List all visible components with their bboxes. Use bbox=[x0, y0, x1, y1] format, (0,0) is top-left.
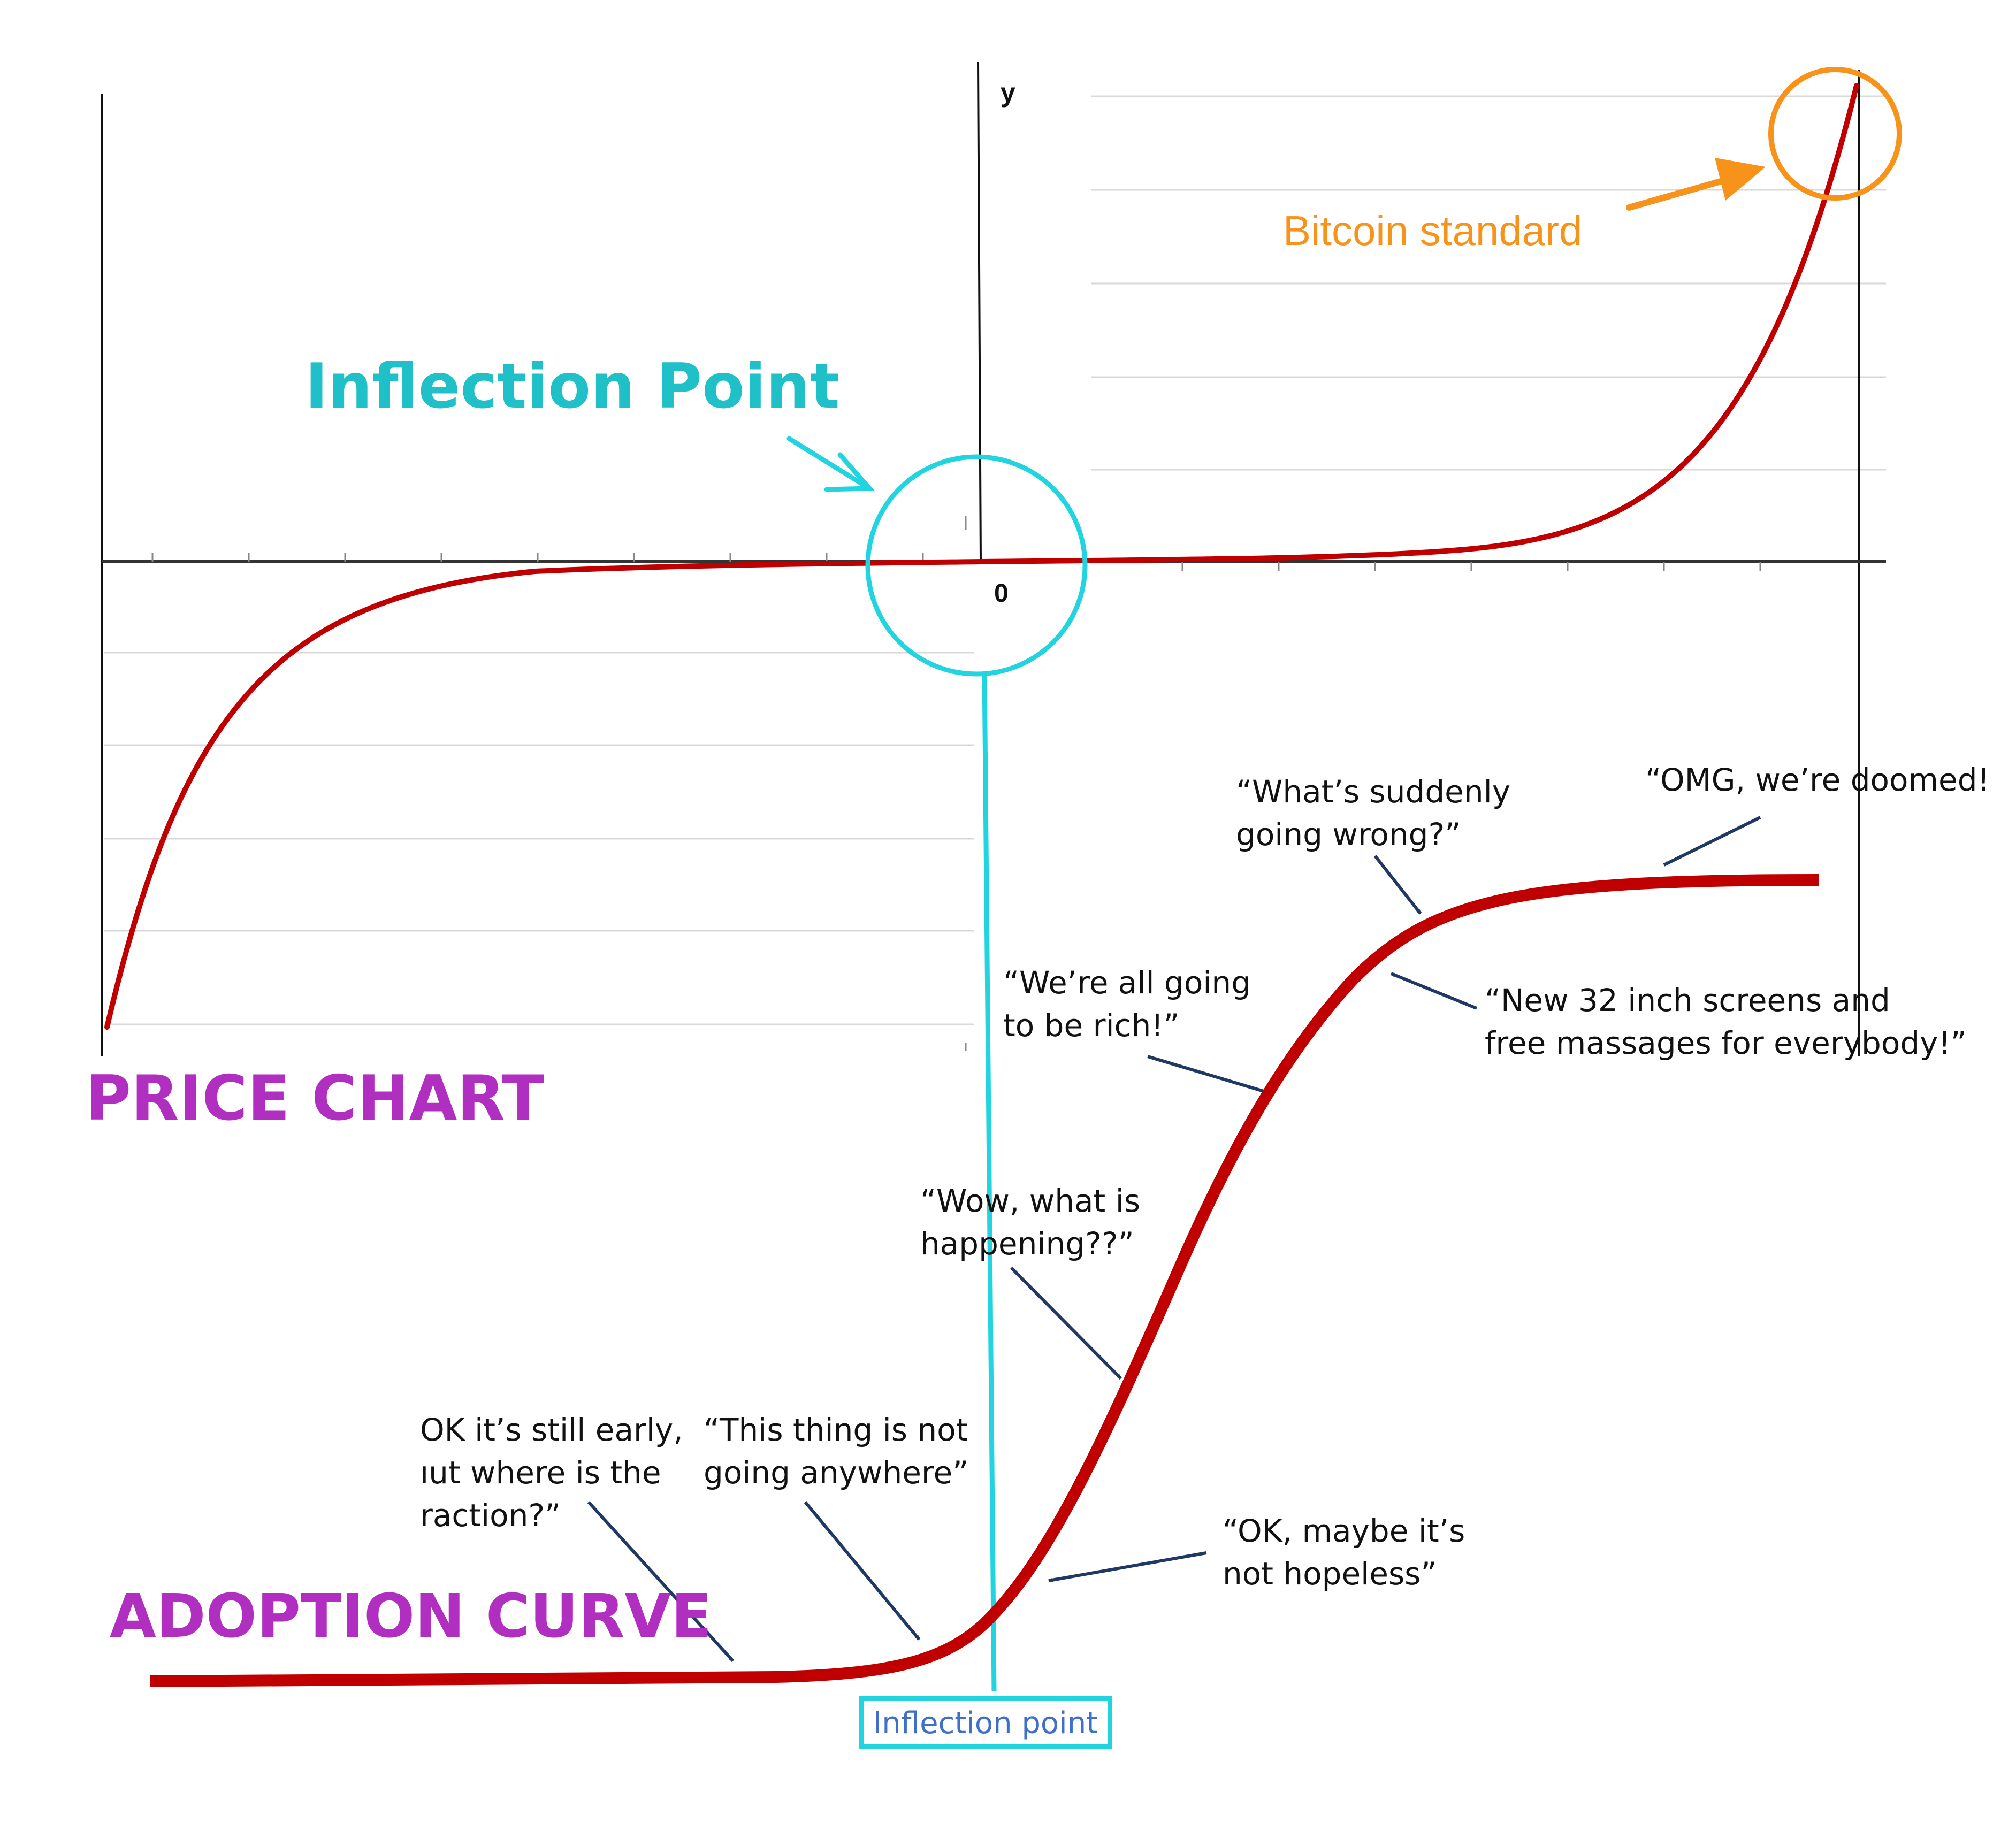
bitcoin-standard-circle bbox=[1768, 67, 1902, 201]
inflection-connector-line bbox=[982, 672, 997, 1692]
price-chart-title: PRICE CHART bbox=[86, 1062, 544, 1135]
inflection-point-box-label: Inflection point bbox=[873, 1706, 1098, 1741]
adoption-s-curve bbox=[149, 874, 1820, 1687]
arrow-suddenly-going-wrong bbox=[1373, 855, 1422, 915]
arrow-omg-doomed bbox=[1663, 816, 1761, 867]
arrow-new-screens-massages bbox=[1390, 972, 1478, 1010]
quote-not-going-anywhere: “This thing is not going anywhere” bbox=[704, 1412, 978, 1491]
arrow-still-early bbox=[587, 1500, 735, 1663]
arrow-not-going-anywhere bbox=[804, 1501, 921, 1641]
quote-arrows bbox=[587, 816, 1761, 1663]
arrow-maybe-not-hopeless bbox=[1048, 1551, 1207, 1582]
adoption-curve-diagram: OK it’s still early, ıut where is the ra… bbox=[149, 762, 1990, 1749]
quote-all-going-to-be-rich: “We’re all going to be rich!” bbox=[1003, 964, 1261, 1044]
bitcoin-standard-arrow bbox=[1626, 158, 1766, 211]
inflection-point-box bbox=[859, 1696, 1112, 1749]
price-inflection-arrow bbox=[786, 436, 875, 492]
quote-maybe-not-hopeless: “OK, maybe it’s not hopeless” bbox=[1223, 1513, 1475, 1592]
quote-omg-doomed: “OMG, we’re doomed! bbox=[1645, 762, 1990, 798]
price-chart-gridlines bbox=[104, 95, 1886, 1025]
price-chart-origin-label: 0 bbox=[994, 579, 1009, 608]
price-chart-y-axis bbox=[977, 61, 982, 562]
adoption-curve-title: ADOPTION CURVE bbox=[110, 1582, 712, 1651]
quote-suddenly-going-wrong: “What’s suddenly going wrong?” bbox=[1236, 773, 1520, 853]
quote-wow-happening: “Wow, what is happening??” bbox=[920, 1183, 1150, 1262]
quote-new-screens-massages: “New 32 inch screens and free massages f… bbox=[1485, 982, 1967, 1061]
price-inflection-circle bbox=[865, 454, 1088, 677]
price-curve bbox=[104, 83, 1859, 1030]
bitcoin-standard-label: Bitcoin standard bbox=[1283, 207, 1582, 254]
price-chart: y 0 Inflection Point Bitcoin standard bbox=[101, 61, 1902, 1056]
quote-still-early: OK it’s still early, ıut where is the ra… bbox=[420, 1412, 693, 1534]
price-inflection-label: Inflection Point bbox=[305, 350, 840, 423]
arrow-wow-happening bbox=[1010, 1266, 1122, 1380]
arrow-all-going-to-be-rich bbox=[1147, 1055, 1264, 1093]
price-chart-y-axis-label: y bbox=[1001, 78, 1015, 108]
